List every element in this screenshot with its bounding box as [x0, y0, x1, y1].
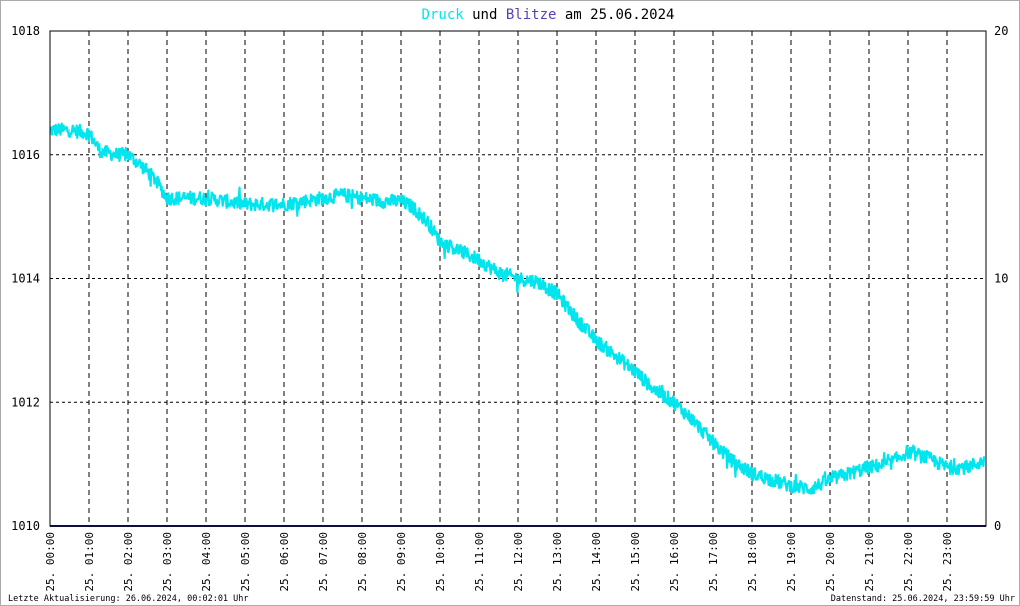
- druck-point-32: [673, 401, 675, 403]
- druck-point-12: [283, 203, 285, 205]
- druck-point-45: [926, 457, 929, 459]
- druck-point-33: [692, 420, 695, 422]
- x-tick-label-3: 25. 03:00: [161, 532, 174, 592]
- druck-point-43: [887, 463, 890, 465]
- x-tick-label-5: 25. 05:00: [239, 532, 252, 592]
- x-tick-label-11: 25. 11:00: [473, 532, 486, 592]
- x-tick-label-12: 25. 12:00: [512, 532, 525, 592]
- druck-point-36: [751, 472, 753, 475]
- x-tick-label-4: 25. 04:00: [200, 532, 213, 592]
- footer-left-text: Letzte Aktualisierung: 26.06.2024, 00:02…: [8, 594, 249, 604]
- druck-point-6: [139, 163, 141, 165]
- y-left-tick-label-1018: 1018: [11, 24, 40, 38]
- druck-point-20: [439, 240, 441, 242]
- x-tick-label-0: 25. 00:00: [44, 532, 57, 592]
- druck-point-47: [965, 466, 968, 468]
- druck-point-21: [458, 250, 461, 252]
- druck-point-26: [556, 293, 558, 295]
- druck-point-35: [731, 460, 734, 462]
- druck-point-37: [770, 478, 773, 481]
- x-tick-label-8: 25. 08:00: [356, 532, 369, 592]
- druck-point-31: [653, 389, 656, 391]
- plot-border: [49, 30, 987, 527]
- druck-point-7: [154, 178, 156, 181]
- x-tick-label-20: 25. 20:00: [824, 532, 837, 592]
- druck-point-41: [848, 472, 851, 475]
- chart-title: Druck und Blitze am 25.06.2024: [422, 7, 675, 23]
- druck-point-24: [517, 277, 519, 280]
- druck-point-42: [868, 466, 870, 468]
- x-tick-label-18: 25. 18:00: [746, 532, 759, 592]
- y-right-tick-label-0: 0: [994, 519, 1001, 533]
- chart-title-part-2: Blitze: [506, 7, 557, 23]
- druck-point-3: [100, 151, 102, 153]
- druck-point-39: [809, 488, 812, 490]
- druck-point-46: [946, 466, 948, 468]
- druck-point-27: [575, 318, 578, 320]
- druck-point-9: [178, 197, 180, 199]
- druck-point-22: [478, 259, 480, 261]
- druck-point-29: [614, 355, 617, 357]
- x-tick-label-19: 25. 19:00: [785, 532, 798, 592]
- x-tick-label-9: 25. 09:00: [395, 532, 408, 592]
- druck-point-11: [244, 203, 246, 205]
- y-right-tick-label-10: 10: [994, 272, 1008, 286]
- druck-point-4: [115, 154, 117, 156]
- x-tick-label-23: 25. 23:00: [941, 532, 954, 592]
- druck-point-8: [166, 197, 168, 199]
- y-right-tick-label-20: 20: [994, 24, 1008, 38]
- druck-point-19: [427, 222, 429, 224]
- x-tick-label-15: 25. 15:00: [629, 532, 642, 592]
- druck-point-2: [88, 132, 90, 134]
- x-tick-label-21: 25. 21:00: [863, 532, 876, 592]
- druck-point-18: [412, 206, 414, 208]
- chart-title-part-1: und: [464, 7, 506, 23]
- footer-right-text: Datenstand: 25.06.2024, 23:59:59 Uhr: [831, 594, 1015, 604]
- druck-point-17: [400, 200, 402, 202]
- druck-point-14: [341, 194, 344, 196]
- y-left-tick-label-1016: 1016: [11, 148, 40, 162]
- druck-point-30: [634, 370, 636, 372]
- x-tick-label-17: 25. 17:00: [707, 532, 720, 592]
- y-left-tick-label-1010: 1010: [11, 519, 40, 533]
- druck-point-25: [536, 280, 539, 283]
- x-tick-label-6: 25. 06:00: [278, 532, 291, 592]
- druck-point-16: [380, 200, 383, 202]
- druck-point-13: [322, 197, 324, 199]
- druck-point-38: [790, 485, 792, 487]
- druck-point-1: [68, 129, 71, 131]
- druck-point-48: [983, 460, 985, 462]
- druck-point-34: [712, 441, 714, 444]
- x-tick-label-2: 25. 02:00: [122, 532, 135, 592]
- chart-title-part-0: Druck: [422, 7, 465, 23]
- x-tick-label-14: 25. 14:00: [590, 532, 603, 592]
- x-tick-label-16: 25. 16:00: [668, 532, 681, 592]
- y-left-tick-label-1012: 1012: [11, 395, 40, 409]
- druck-point-23: [497, 271, 500, 273]
- y-left-tick-label-1014: 1014: [11, 272, 40, 286]
- x-tick-label-7: 25. 07:00: [317, 532, 330, 592]
- druck-point-40: [829, 478, 831, 481]
- series-line-druck: [49, 122, 986, 495]
- x-tick-label-13: 25. 13:00: [551, 532, 564, 592]
- druck-point-5: [127, 154, 129, 156]
- x-tick-label-10: 25. 10:00: [434, 532, 447, 592]
- druck-point-28: [595, 339, 597, 341]
- druck-point-10: [205, 197, 207, 199]
- chart-title-part-3: am 25.06.2024: [556, 7, 674, 23]
- x-tick-label-1: 25. 01:00: [83, 532, 96, 592]
- druck-point-15: [361, 197, 363, 199]
- druck-point-44: [907, 451, 909, 453]
- axis-layer: 1010 1012 1014 1016 1018 0 10 20 25. 00:00 25. 01…: [11, 24, 1008, 592]
- x-tick-label-22: 25. 22:00: [902, 532, 915, 592]
